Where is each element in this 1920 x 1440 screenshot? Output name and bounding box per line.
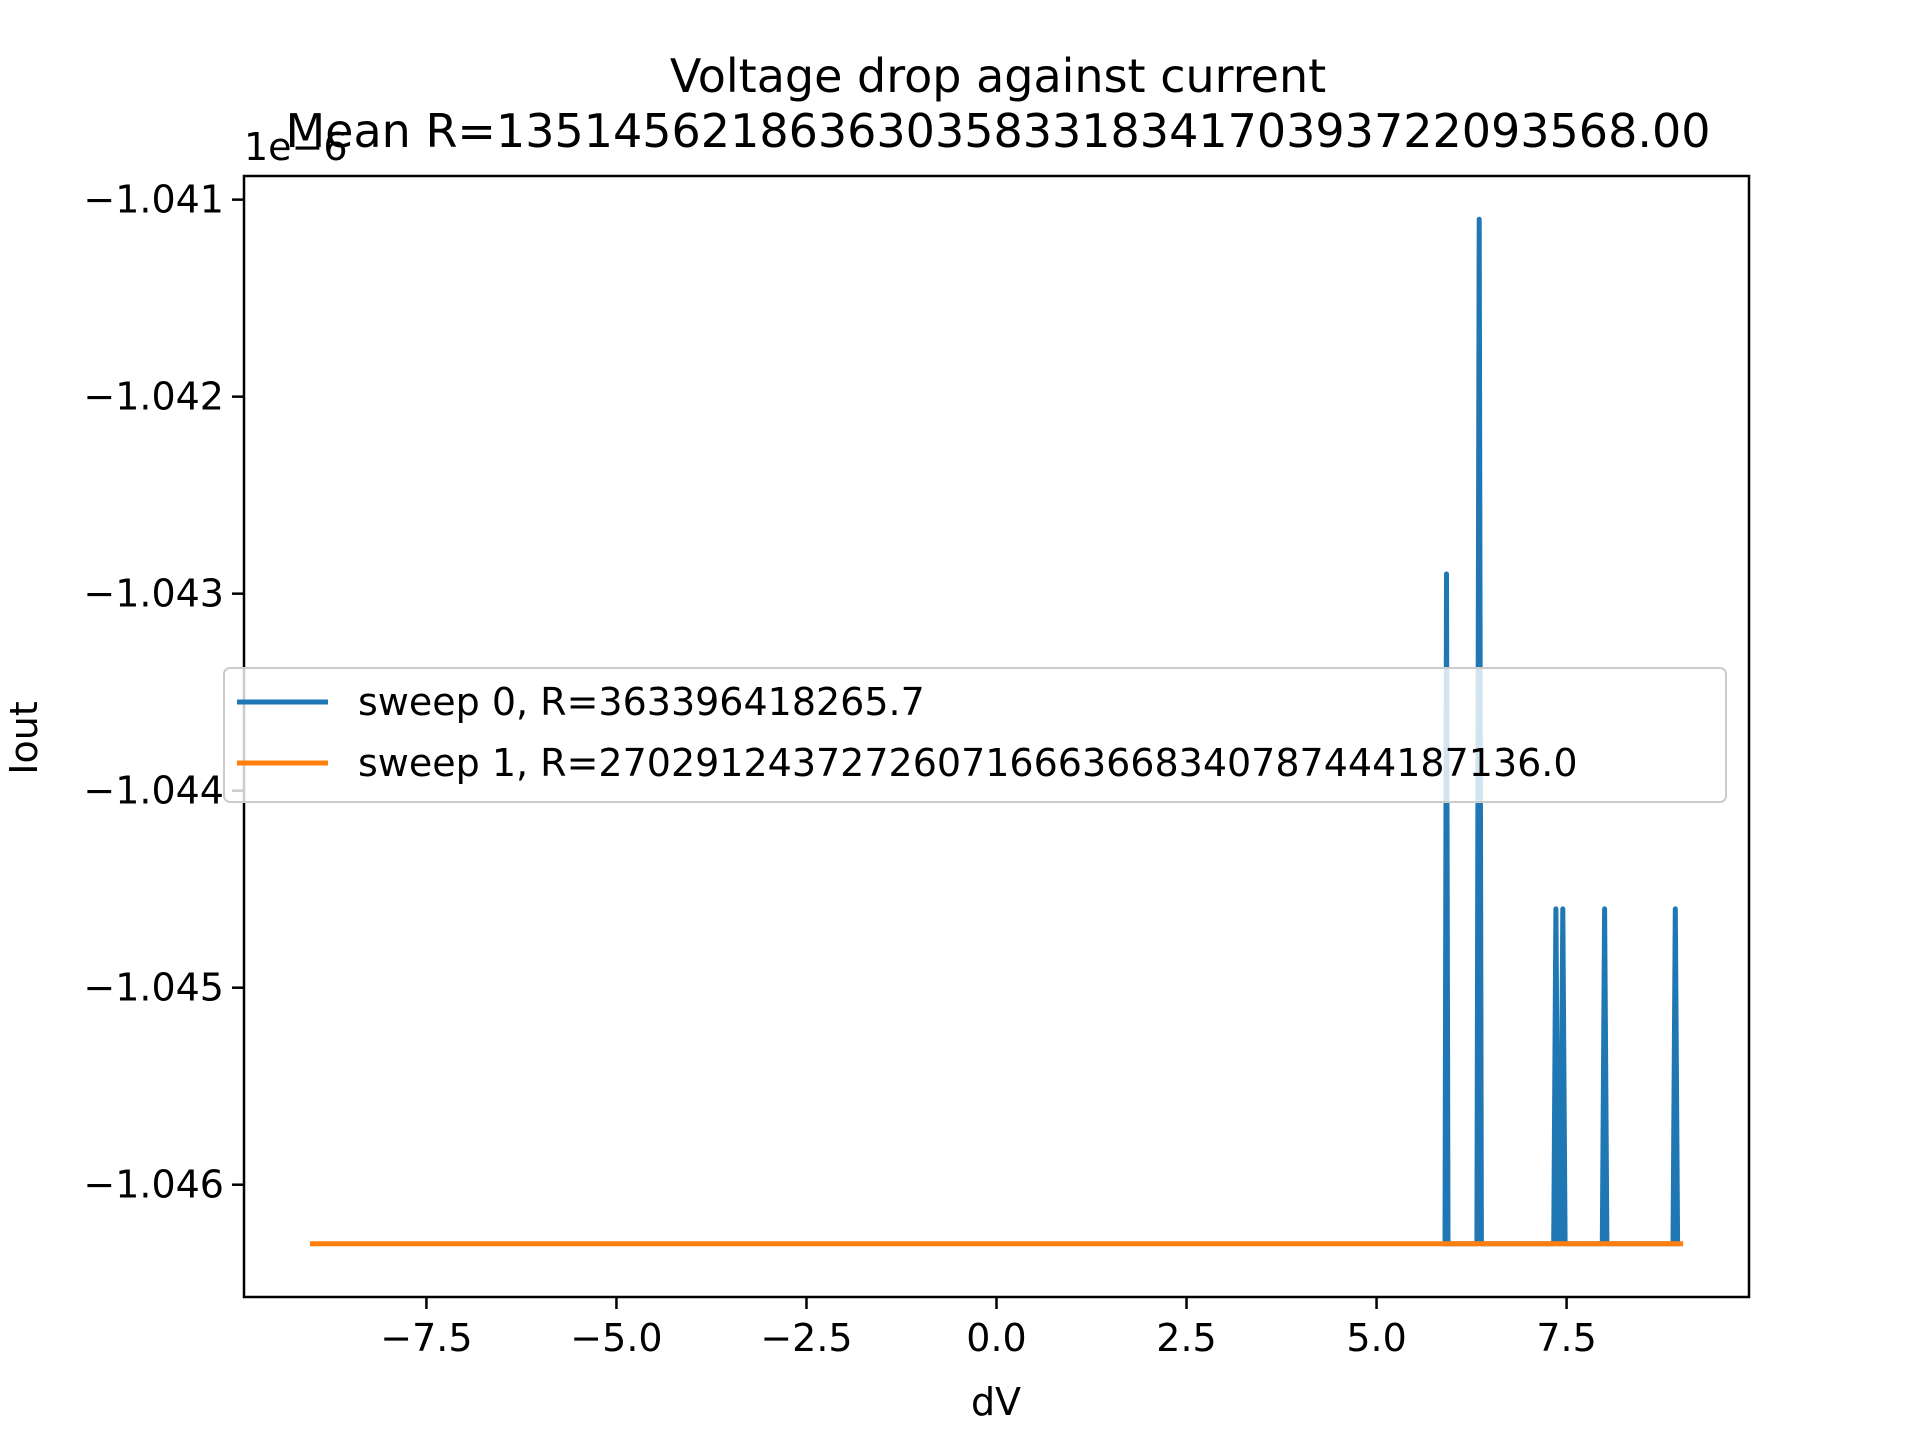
y-tick-label: −1.041 <box>83 178 224 222</box>
y-axis-ticks: −1.041 −1.042 −1.043 −1.044 −1.045 −1.046 <box>83 178 244 1207</box>
chart-subtitle: Mean R=135145621863630358331834170393722… <box>285 104 1710 158</box>
x-axis-label: dV <box>971 1380 1021 1424</box>
x-tick-label: 0.0 <box>966 1316 1026 1360</box>
x-tick-label: 7.5 <box>1536 1316 1596 1360</box>
legend-label-sweep-1: sweep 1, R=27029124372726071666366834078… <box>358 741 1578 785</box>
chart-title: Voltage drop against current <box>670 49 1326 103</box>
x-tick-label: 2.5 <box>1156 1316 1216 1360</box>
y-offset-label: 1e−6 <box>244 125 348 169</box>
legend-frame <box>223 667 1727 803</box>
y-tick-label: −1.044 <box>83 769 224 813</box>
x-axis-ticks: −7.5 −5.0 −2.5 0.0 2.5 5.0 7.5 <box>380 1297 1597 1360</box>
legend: sweep 0, R=363396418265.7 sweep 1, R=270… <box>223 667 1727 803</box>
legend-label-sweep-0: sweep 0, R=363396418265.7 <box>358 680 925 724</box>
y-tick-label: −1.045 <box>83 966 224 1010</box>
y-axis-label: Iout <box>2 701 46 774</box>
x-tick-label: −2.5 <box>760 1316 852 1360</box>
y-tick-label: −1.042 <box>83 375 224 419</box>
y-tick-label: −1.046 <box>83 1163 224 1207</box>
x-tick-label: −5.0 <box>570 1316 662 1360</box>
x-tick-label: 5.0 <box>1346 1316 1406 1360</box>
y-tick-label: −1.043 <box>83 572 224 616</box>
x-tick-label: −7.5 <box>380 1316 472 1360</box>
plot-area <box>309 216 1684 1247</box>
